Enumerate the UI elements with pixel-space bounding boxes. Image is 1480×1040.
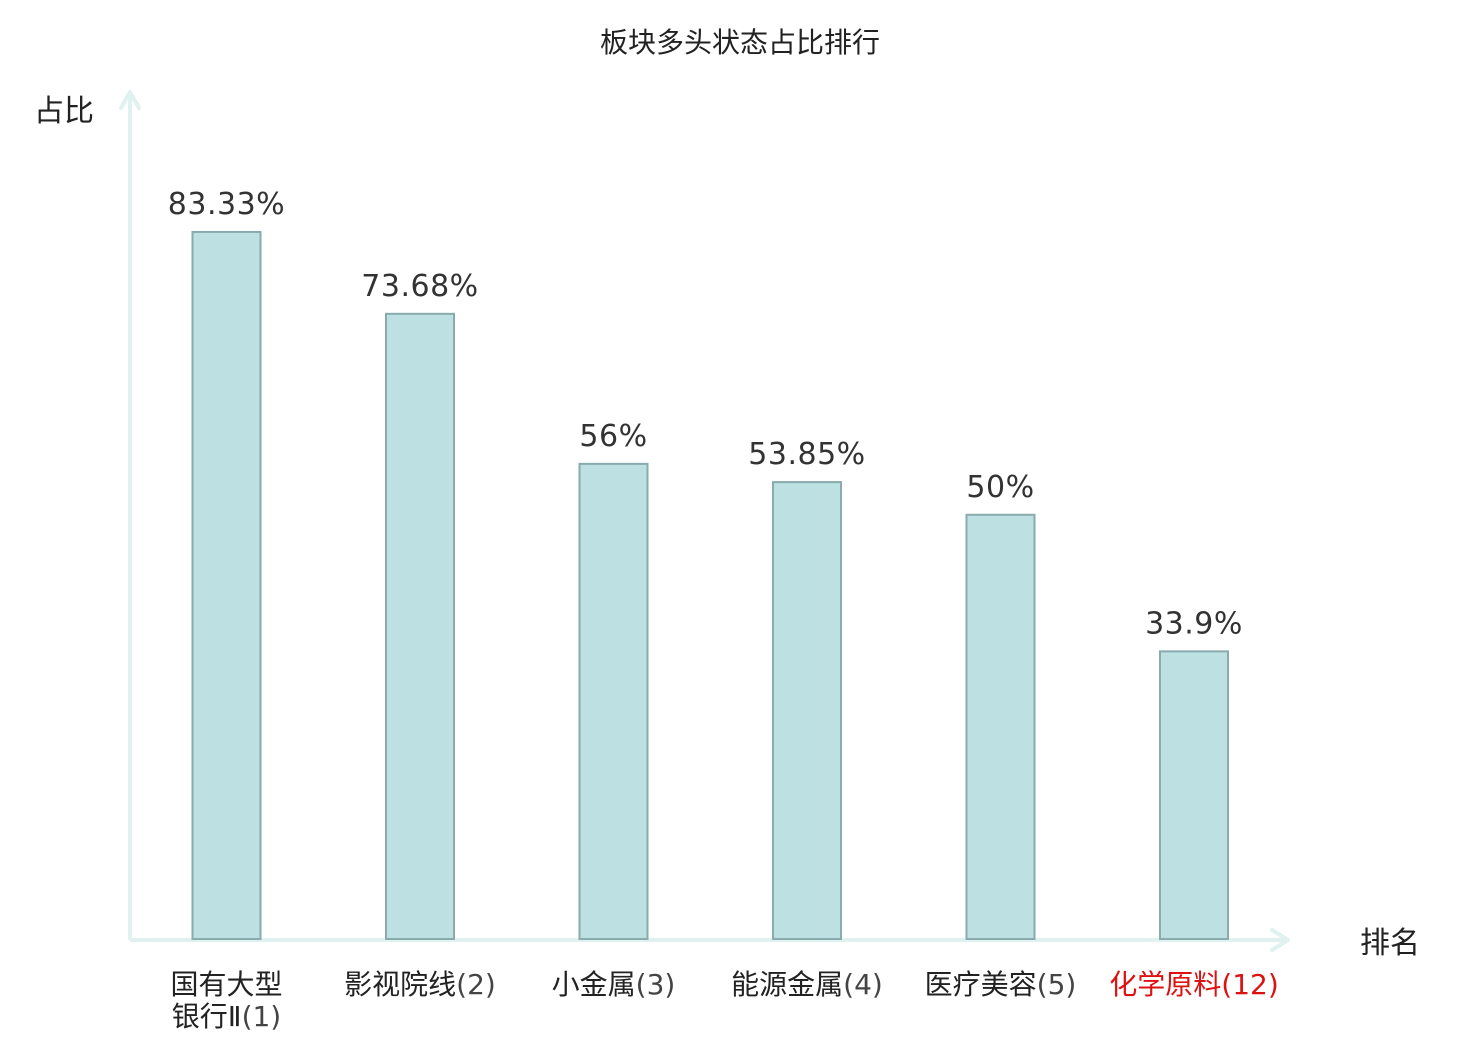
category-label-2: 影视院线(2) xyxy=(344,968,496,1001)
category-label-5: 医疗美容(5) xyxy=(925,968,1077,1001)
category-label-4: 能源金属(4) xyxy=(731,968,883,1001)
value-label-5: 50% xyxy=(966,470,1034,505)
bar-2 xyxy=(385,312,455,940)
bar-6 xyxy=(1159,650,1229,941)
y-axis-label: 占比 xyxy=(34,94,94,129)
category-label-1-line-1: 国有大型 xyxy=(170,968,282,1001)
bar-5 xyxy=(965,513,1036,940)
value-label-4: 53.85% xyxy=(748,437,865,472)
value-label-6: 33.9% xyxy=(1145,606,1243,641)
bar-4 xyxy=(772,481,842,940)
value-label-1: 83.33% xyxy=(168,187,285,222)
category-label-6: 化学原料(12) xyxy=(1109,968,1279,1001)
y-axis-arrow xyxy=(119,90,141,110)
axes xyxy=(119,90,1290,952)
value-label-3: 56% xyxy=(579,419,647,454)
category-label-3: 小金属(3) xyxy=(552,968,676,1001)
bar-1 xyxy=(191,230,262,940)
category-label-1-line-2: 银行Ⅱ(1) xyxy=(172,1000,281,1033)
value-label-2: 73.68% xyxy=(361,269,478,304)
chart-title: 板块多头状态占比排行 xyxy=(600,26,880,59)
x-axis-arrow xyxy=(1270,928,1290,952)
bars-group xyxy=(191,230,1229,941)
bar-3 xyxy=(578,462,649,940)
value-labels-group: 83.33% 73.68% 56% 53.85% 50% 33.9% xyxy=(168,187,1243,641)
x-axis-label: 排名 xyxy=(1360,926,1420,961)
